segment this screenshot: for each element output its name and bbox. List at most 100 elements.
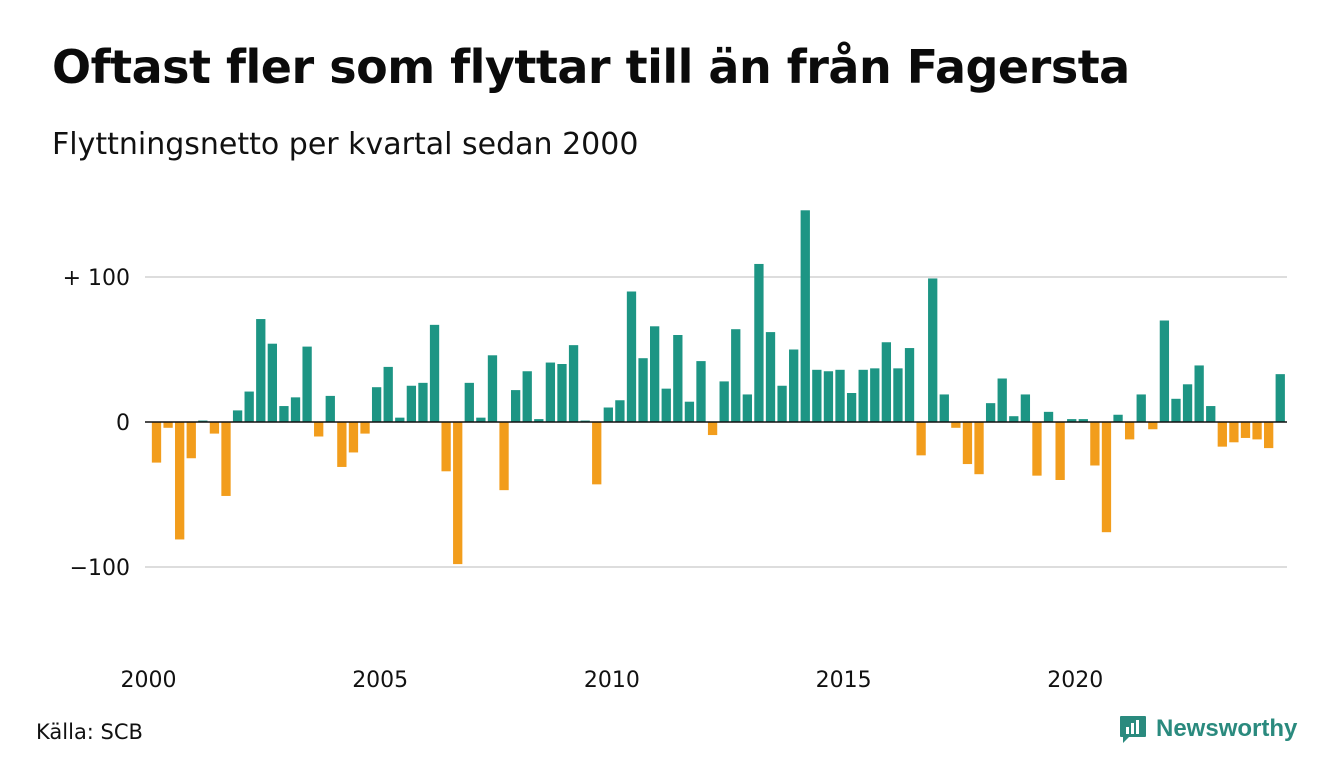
bar [534,419,544,422]
bar [244,391,254,422]
bars [151,210,1285,565]
bar [985,403,996,422]
bar [754,263,764,422]
y-tick-label: + 100 [63,266,130,291]
bar [279,406,289,422]
bar [1264,422,1274,449]
gridlines [145,276,1287,568]
bar [348,422,359,453]
bar [638,358,648,422]
bar [1252,422,1262,440]
bar [325,395,335,422]
bar [719,381,729,422]
bar [221,422,231,496]
x-tick-label: 2000 [121,668,177,693]
bar [1240,422,1251,438]
bar [893,368,903,422]
bar [650,326,660,422]
bar [1101,422,1112,533]
bar [696,361,706,422]
bar [846,393,857,422]
bar [742,394,752,422]
bar [1136,394,1146,422]
y-tick-label: 0 [116,411,130,436]
bar [928,278,938,422]
brand-logo: Newsworthy [1118,714,1297,744]
x-tick-label: 2020 [1047,668,1103,693]
bar [823,371,834,422]
bar [545,362,556,422]
source-note: Källa: SCB [36,720,143,744]
bar [812,369,822,422]
bar [267,343,277,422]
bar [476,417,486,422]
bar [997,378,1007,422]
bar [383,366,393,422]
bar [522,371,532,422]
bar [974,422,984,475]
bar [1275,374,1285,422]
bar [673,335,683,422]
bar [1067,419,1077,422]
bar [1078,419,1088,422]
bar [962,422,973,465]
bar [881,342,892,422]
bar [1055,422,1065,480]
bar [406,385,417,422]
bar [603,407,613,422]
chart-title: Oftast fler som flyttar till än från Fag… [52,40,1130,94]
x-tick-label: 2010 [584,668,640,693]
bar [453,422,463,565]
bar [731,329,741,422]
newsworthy-logo-icon [1120,716,1146,743]
chart-subtitle: Flyttningsnetto per kvartal sedan 2000 [52,127,639,162]
bar [1217,422,1227,447]
bar [904,348,915,422]
bar [707,422,718,436]
bar [557,364,567,422]
bar [209,422,220,434]
bar [290,397,301,422]
bar [1032,422,1042,476]
bar [429,324,440,422]
bar [314,422,324,437]
bar [510,390,521,422]
bar [256,319,266,422]
brand-name: Newsworthy [1156,715,1298,742]
bar [418,382,428,422]
bar [1113,414,1123,422]
bar [626,291,637,422]
bar [1206,406,1216,422]
x-tick-label: 2015 [816,668,872,693]
bar [858,369,868,422]
bar [835,369,845,422]
bar [395,417,405,422]
bar [789,349,799,422]
bar [1148,422,1158,430]
y-tick-label: −100 [70,556,130,581]
bar [302,346,312,422]
bar [951,422,961,428]
bar [800,210,810,422]
bar [615,400,625,422]
bar [499,422,509,491]
bar [939,394,949,422]
bar [371,387,382,422]
x-tick-label: 2005 [352,668,408,693]
bar [870,368,880,422]
axes: + 100 0 −100 2000 2005 2010 2015 2020 [63,266,1287,693]
bar [151,422,162,463]
bar [1229,422,1239,443]
bar [1009,416,1019,422]
bar [487,355,498,422]
bar [232,410,243,422]
bar [1182,384,1193,422]
bar [1090,422,1100,466]
bar [1194,365,1204,422]
bar [360,422,370,434]
bar [661,388,671,422]
bar [186,422,196,459]
bar [1020,394,1031,422]
bar [777,385,787,422]
bar [1043,411,1054,422]
